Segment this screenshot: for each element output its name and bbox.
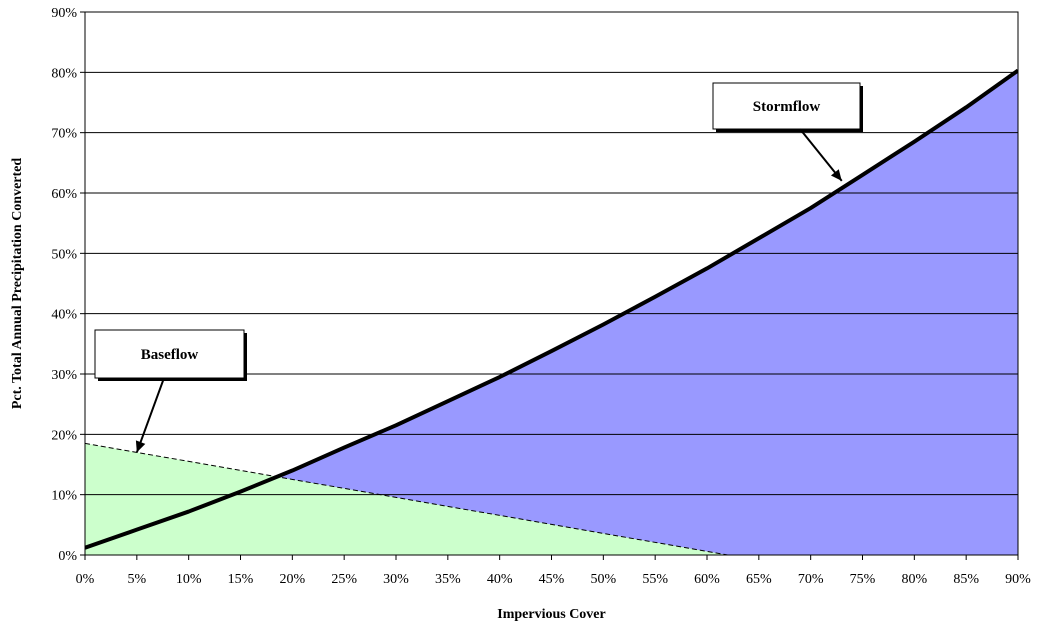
callout-box: [94, 329, 245, 379]
baseflow-callout: Baseflow: [94, 329, 247, 453]
plot-frame: [80, 11, 1019, 560]
y-tick-label: 10%: [51, 489, 77, 504]
x-tick-label: 50%: [590, 572, 616, 587]
x-tick-label: 0%: [76, 572, 95, 587]
y-tick-label: 80%: [51, 66, 77, 81]
area-fills: [85, 70, 1018, 555]
y-tick-label: 60%: [51, 187, 77, 202]
x-tick-label: 80%: [901, 572, 927, 587]
y-tick-label: 20%: [51, 428, 77, 443]
x-tick-label: 45%: [539, 572, 565, 587]
x-tick-label: 85%: [953, 572, 979, 587]
x-tick-label: 15%: [228, 572, 254, 587]
callout-label: Baseflow: [141, 347, 199, 363]
x-tick-label: 70%: [798, 572, 824, 587]
stormflow-line: [85, 68, 1018, 550]
x-tick-label: 5%: [127, 572, 146, 587]
stormflow-callout: Stormflow: [712, 82, 863, 182]
gridlines: [85, 71, 1018, 496]
x-tick-label: 30%: [383, 572, 409, 587]
x-tick-label: 55%: [642, 572, 668, 587]
x-tick-label: 40%: [487, 572, 513, 587]
x-tick-label: 25%: [331, 572, 357, 587]
x-tick-label: 90%: [1005, 572, 1031, 587]
baseflow-line: [85, 442, 728, 555]
y-tick-label: 90%: [51, 6, 77, 21]
callout-arrow-line: [799, 128, 843, 182]
x-tick-label: 20%: [279, 572, 305, 587]
y-tick-label: 50%: [51, 247, 77, 262]
callout-label: Stormflow: [753, 99, 821, 115]
y-axis-title: Pct. Total Annual Precipitation Converte…: [10, 158, 25, 410]
y-tick-label: 70%: [51, 127, 77, 142]
plot-border: [84, 11, 1019, 556]
y-tick-label: 30%: [51, 368, 77, 383]
callout-arrowhead: [830, 169, 842, 181]
tick-labels: 0% 10% 20% 30% 40% 50% 60% 70% 80% 90% 0% 5% 10% 15% 2…: [51, 6, 1031, 587]
y-tick-label: 0%: [58, 549, 77, 564]
callouts: Stormflow Baseflow: [94, 82, 863, 453]
callout-arrowhead: [135, 440, 146, 453]
x-tick-label: 60%: [694, 572, 720, 587]
x-tick-label: 65%: [746, 572, 772, 587]
x-axis-title: Impervious Cover: [497, 607, 606, 622]
x-tick-label: 10%: [176, 572, 202, 587]
callout-arrow-line: [135, 377, 165, 453]
series-lines: [85, 68, 1018, 555]
x-tick-label: 35%: [435, 572, 461, 587]
callout-box: [712, 82, 861, 130]
y-tick-label: 40%: [51, 308, 77, 323]
x-tick-label: 75%: [850, 572, 876, 587]
